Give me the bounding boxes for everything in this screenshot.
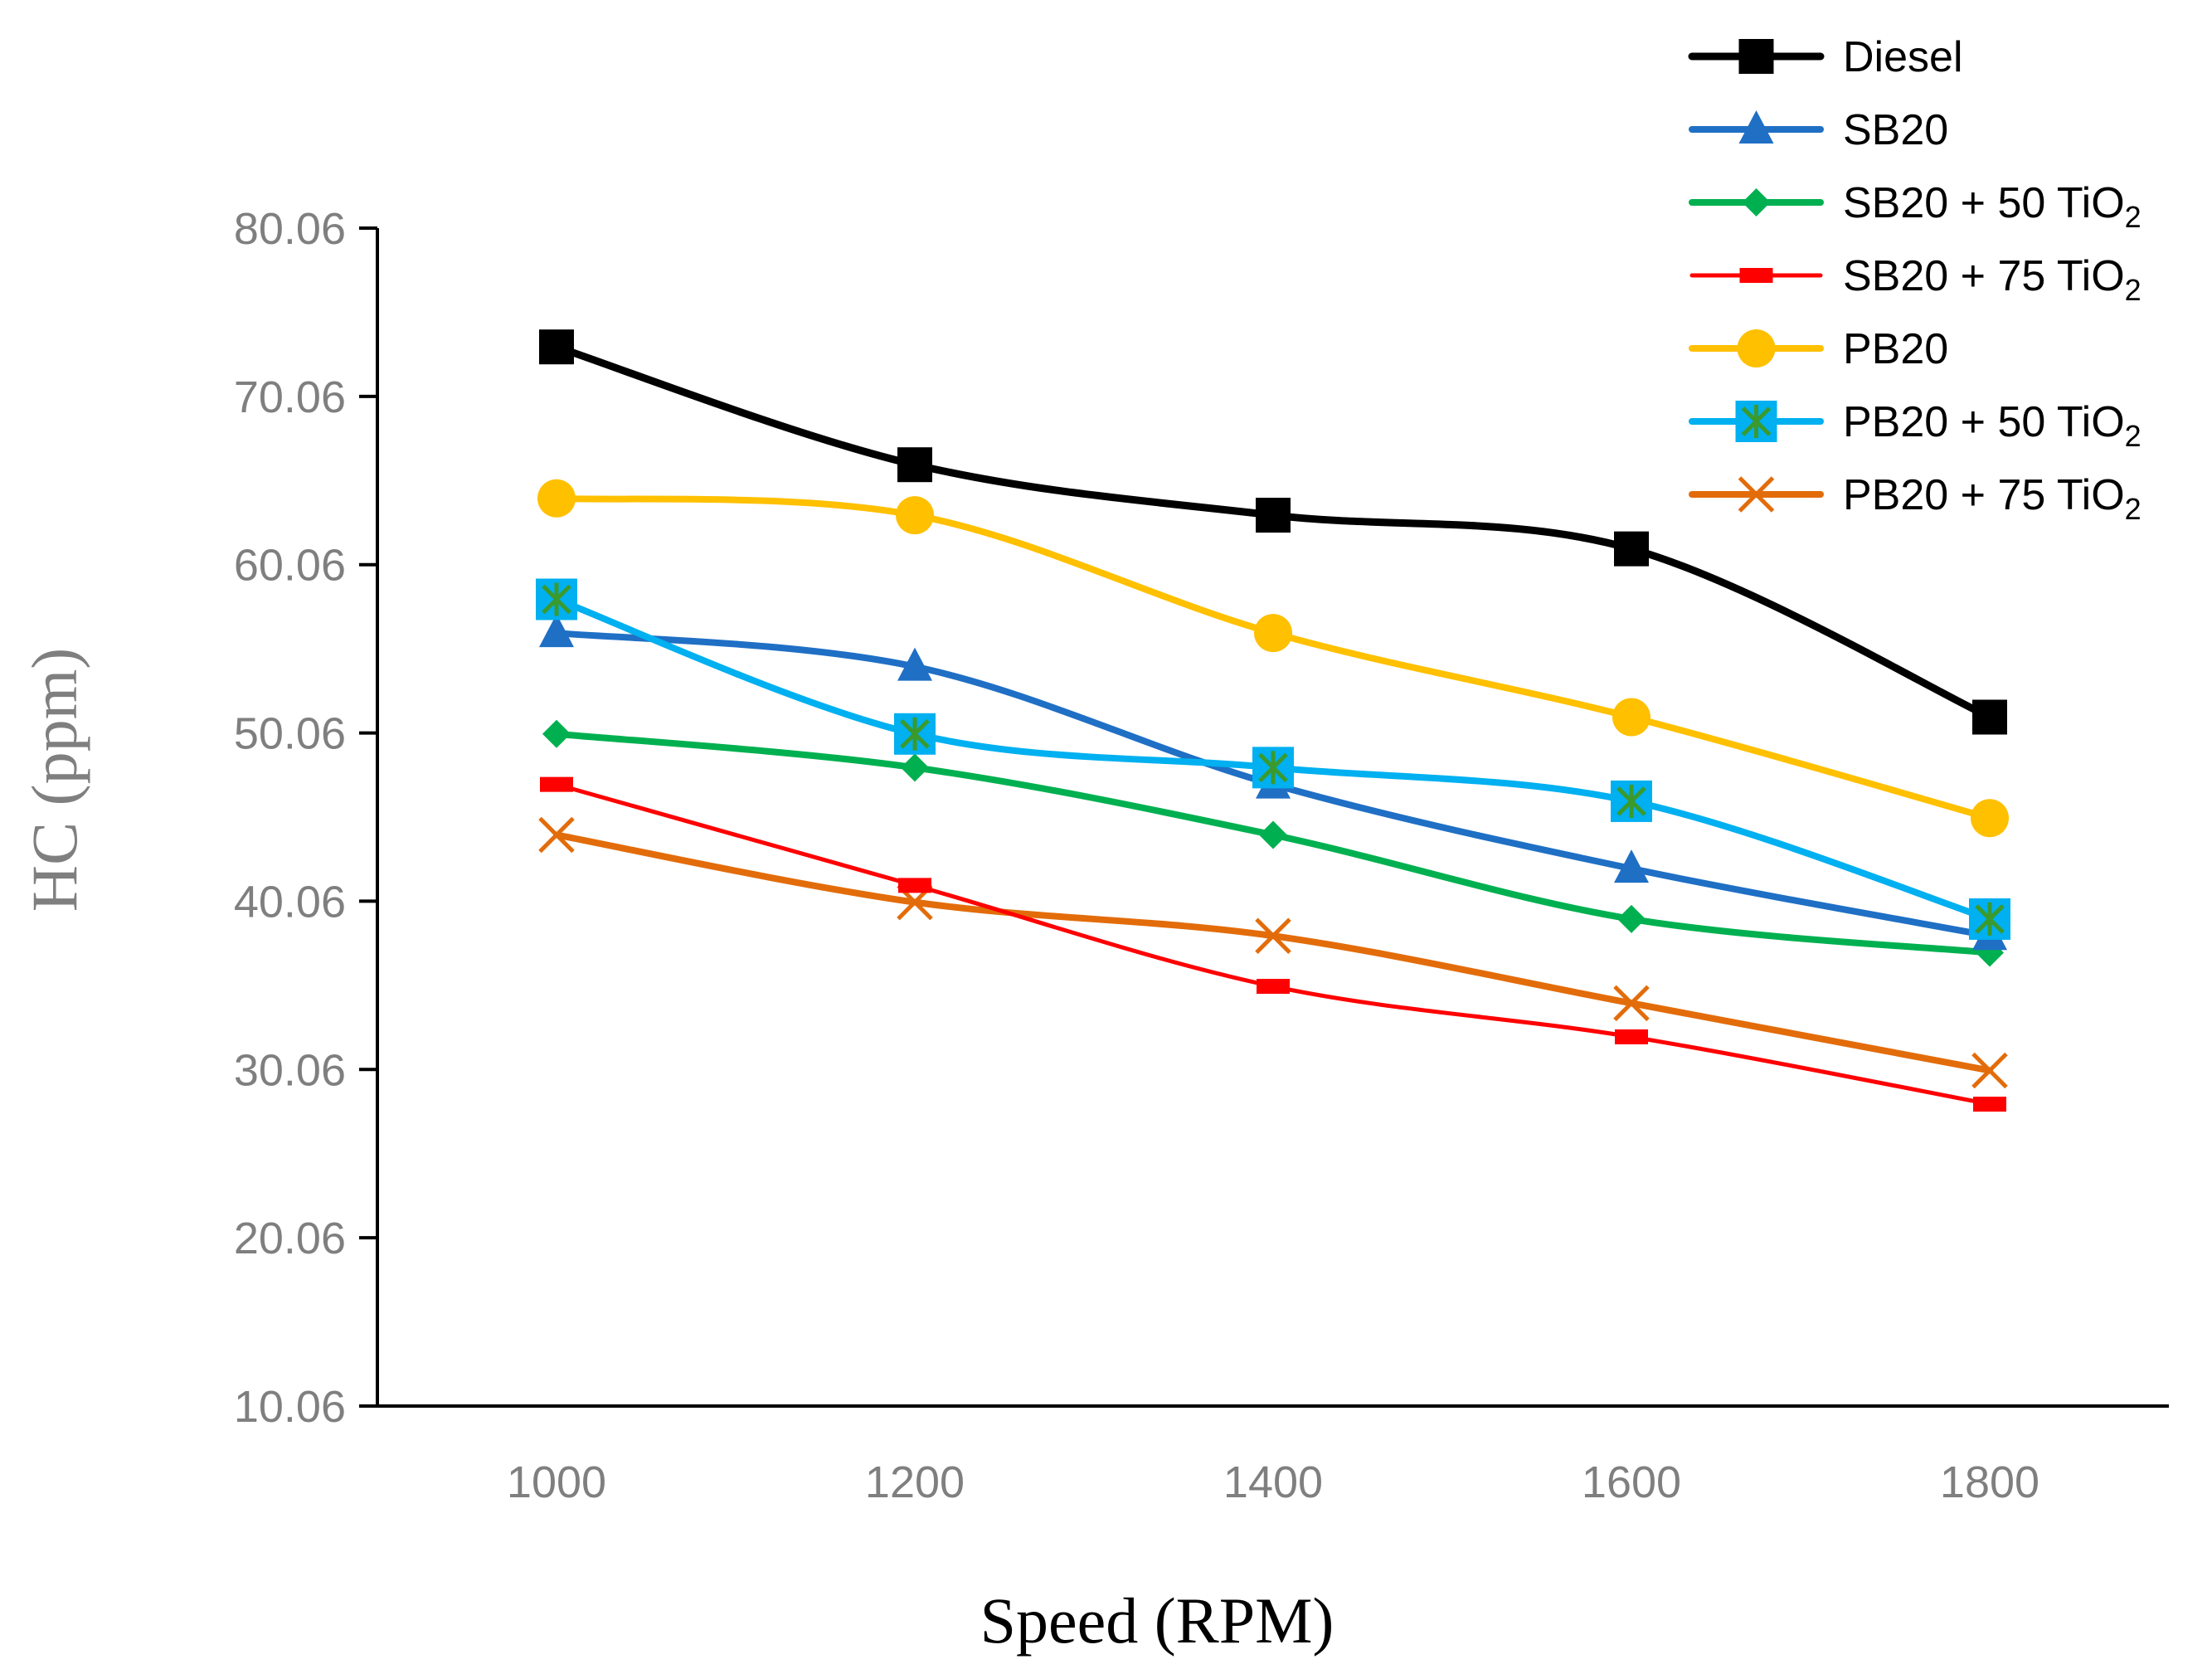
legend-marker-pb20-50-tio2 <box>1735 401 1777 442</box>
x-tick-label: 1800 <box>1940 1457 2039 1507</box>
x-tick-label: 1400 <box>1223 1457 1323 1507</box>
data-point-sb20-50-tio2-1400 <box>1259 820 1287 849</box>
legend-item-pb20-50-tio2: PB20 + 50 TiO2 <box>1689 398 2142 453</box>
x-axis-ticks: 1000 1200 1400 1600 1800 <box>507 1457 2039 1507</box>
legend-label: SB20 <box>1843 106 1948 154</box>
series-diesel <box>539 329 2007 735</box>
y-tick-label: 60.06 <box>234 541 346 591</box>
data-point-pb20-75-tio2-1600 <box>1613 985 1650 1022</box>
x-tick-label: 1600 <box>1582 1457 1681 1507</box>
series-sb20-75-tio2 <box>540 776 2006 1112</box>
data-point-diesel-1600 <box>1614 531 1649 567</box>
y-axis-ticks: 10.06 20.06 30.06 40.06 50.06 60.06 70.06 80.06 <box>234 204 377 1432</box>
x-axis-title: Speed (RPM) <box>980 1584 1334 1657</box>
data-point-sb20-50-tio2-1000 <box>542 719 571 748</box>
x-tick-label: 1200 <box>865 1457 965 1507</box>
series-pb20-50-tio2 <box>536 578 2010 940</box>
legend-item-sb20-75-tio2: SB20 + 75 TiO2 <box>1689 252 2142 307</box>
data-point-sb20-1600 <box>1614 849 1649 883</box>
data-point-pb20-1600 <box>1612 698 1650 737</box>
y-axis-title: HC (ppm) <box>18 648 90 912</box>
legend-marker-sb20-75-tio2 <box>1739 268 1773 283</box>
data-point-sb20-50-tio2-1600 <box>1617 904 1646 933</box>
legend-marker-pb20-75-tio2 <box>1738 476 1775 513</box>
data-point-diesel-1800 <box>1972 699 2007 735</box>
data-point-sb20-75-tio2-1200 <box>898 878 931 893</box>
data-point-pb20-75-tio2-1400 <box>1255 917 1291 954</box>
data-point-pb20-1200 <box>896 496 934 535</box>
data-point-sb20-75-tio2-1000 <box>540 776 573 792</box>
series-pb20-75-tio2 <box>538 816 2008 1089</box>
data-point-pb20-75-tio2-1000 <box>538 816 575 854</box>
y-tick-label: 70.06 <box>234 372 346 422</box>
legend-label: PB20 + 50 TiO2 <box>1843 398 2142 453</box>
data-point-pb20-50-tio2-1600 <box>1611 780 1652 822</box>
data-point-pb20-75-tio2-1800 <box>1971 1052 2008 1089</box>
data-point-diesel-1200 <box>897 447 932 483</box>
data-point-pb20-50-tio2-1000 <box>536 578 577 620</box>
legend-item-pb20-75-tio2: PB20 + 75 TiO2 <box>1689 471 2142 526</box>
legend-marker-sb20 <box>1738 110 1774 144</box>
legend-marker-sb20-50-tio2 <box>1742 188 1771 217</box>
data-point-pb20-1400 <box>1254 614 1292 653</box>
legend-label: PB20 <box>1843 325 1948 373</box>
y-tick-label: 80.06 <box>234 204 346 254</box>
legend-label: SB20 + 75 TiO2 <box>1843 252 2142 307</box>
series-pb20 <box>537 479 2009 838</box>
y-tick-label: 10.06 <box>234 1382 346 1432</box>
data-point-sb20-1200 <box>897 647 932 681</box>
data-point-sb20-50-tio2-1200 <box>901 753 929 782</box>
legend-item-diesel: Diesel <box>1688 33 1963 81</box>
data-point-sb20-1000 <box>539 614 574 648</box>
data-point-pb20-50-tio2-1800 <box>1969 898 2010 940</box>
legend-item-sb20-50-tio2: SB20 + 50 TiO2 <box>1689 179 2142 234</box>
data-point-diesel-1400 <box>1256 498 1291 533</box>
data-point-sb20-75-tio2-1400 <box>1257 979 1290 995</box>
series-layer <box>536 329 2010 1112</box>
data-point-pb20-1800 <box>1971 799 2009 838</box>
y-tick-label: 20.06 <box>234 1214 346 1263</box>
data-point-sb20-75-tio2-1600 <box>1615 1029 1648 1044</box>
legend-marker-pb20 <box>1737 329 1776 367</box>
legend-label: Diesel <box>1843 33 1963 81</box>
legend-item-pb20: PB20 <box>1689 325 1948 373</box>
series-line-pb20-75-tio2 <box>553 831 1993 1074</box>
legend: Diesel SB20 SB20 + 50 TiO2 SB20 + 75 TiO2 PB… <box>1688 33 2142 526</box>
legend-label: SB20 + 50 TiO2 <box>1843 179 2142 234</box>
data-point-pb20-50-tio2-1400 <box>1252 747 1294 789</box>
y-tick-label: 40.06 <box>234 877 346 927</box>
legend-item-sb20: SB20 <box>1689 106 1948 154</box>
y-tick-label: 50.06 <box>234 709 346 759</box>
axes <box>376 228 2169 1408</box>
y-tick-label: 30.06 <box>234 1045 346 1095</box>
data-point-diesel-1000 <box>539 329 574 365</box>
legend-marker-diesel <box>1738 39 1774 74</box>
x-tick-label: 1000 <box>507 1457 606 1507</box>
data-point-pb20-1000 <box>537 479 576 518</box>
legend-label: PB20 + 75 TiO2 <box>1843 471 2142 526</box>
data-point-pb20-50-tio2-1200 <box>894 713 936 755</box>
data-point-sb20-75-tio2-1800 <box>1973 1097 2006 1112</box>
